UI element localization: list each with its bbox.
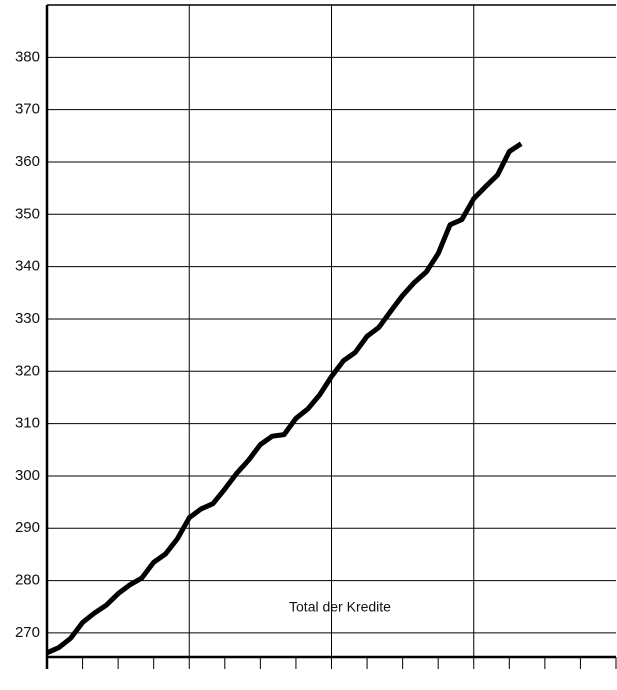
annotation: Total der Kredite — [289, 599, 391, 615]
y-tick-label: 370 — [15, 101, 40, 118]
y-tick-label: 280 — [15, 572, 40, 589]
y-tick-label: 290 — [15, 519, 40, 536]
y-tick-label: 330 — [15, 310, 40, 327]
y-tick-label: 380 — [15, 48, 40, 65]
y-tick-label: 270 — [15, 624, 40, 641]
y-tick-label: 310 — [15, 415, 40, 432]
y-tick-label: 350 — [15, 205, 40, 222]
y-tick-label: 320 — [15, 362, 40, 379]
data-line — [45, 141, 523, 656]
y-tick-label: 300 — [15, 467, 40, 484]
y-tick-label: 340 — [15, 258, 40, 275]
y-tick-label: 360 — [15, 153, 40, 170]
